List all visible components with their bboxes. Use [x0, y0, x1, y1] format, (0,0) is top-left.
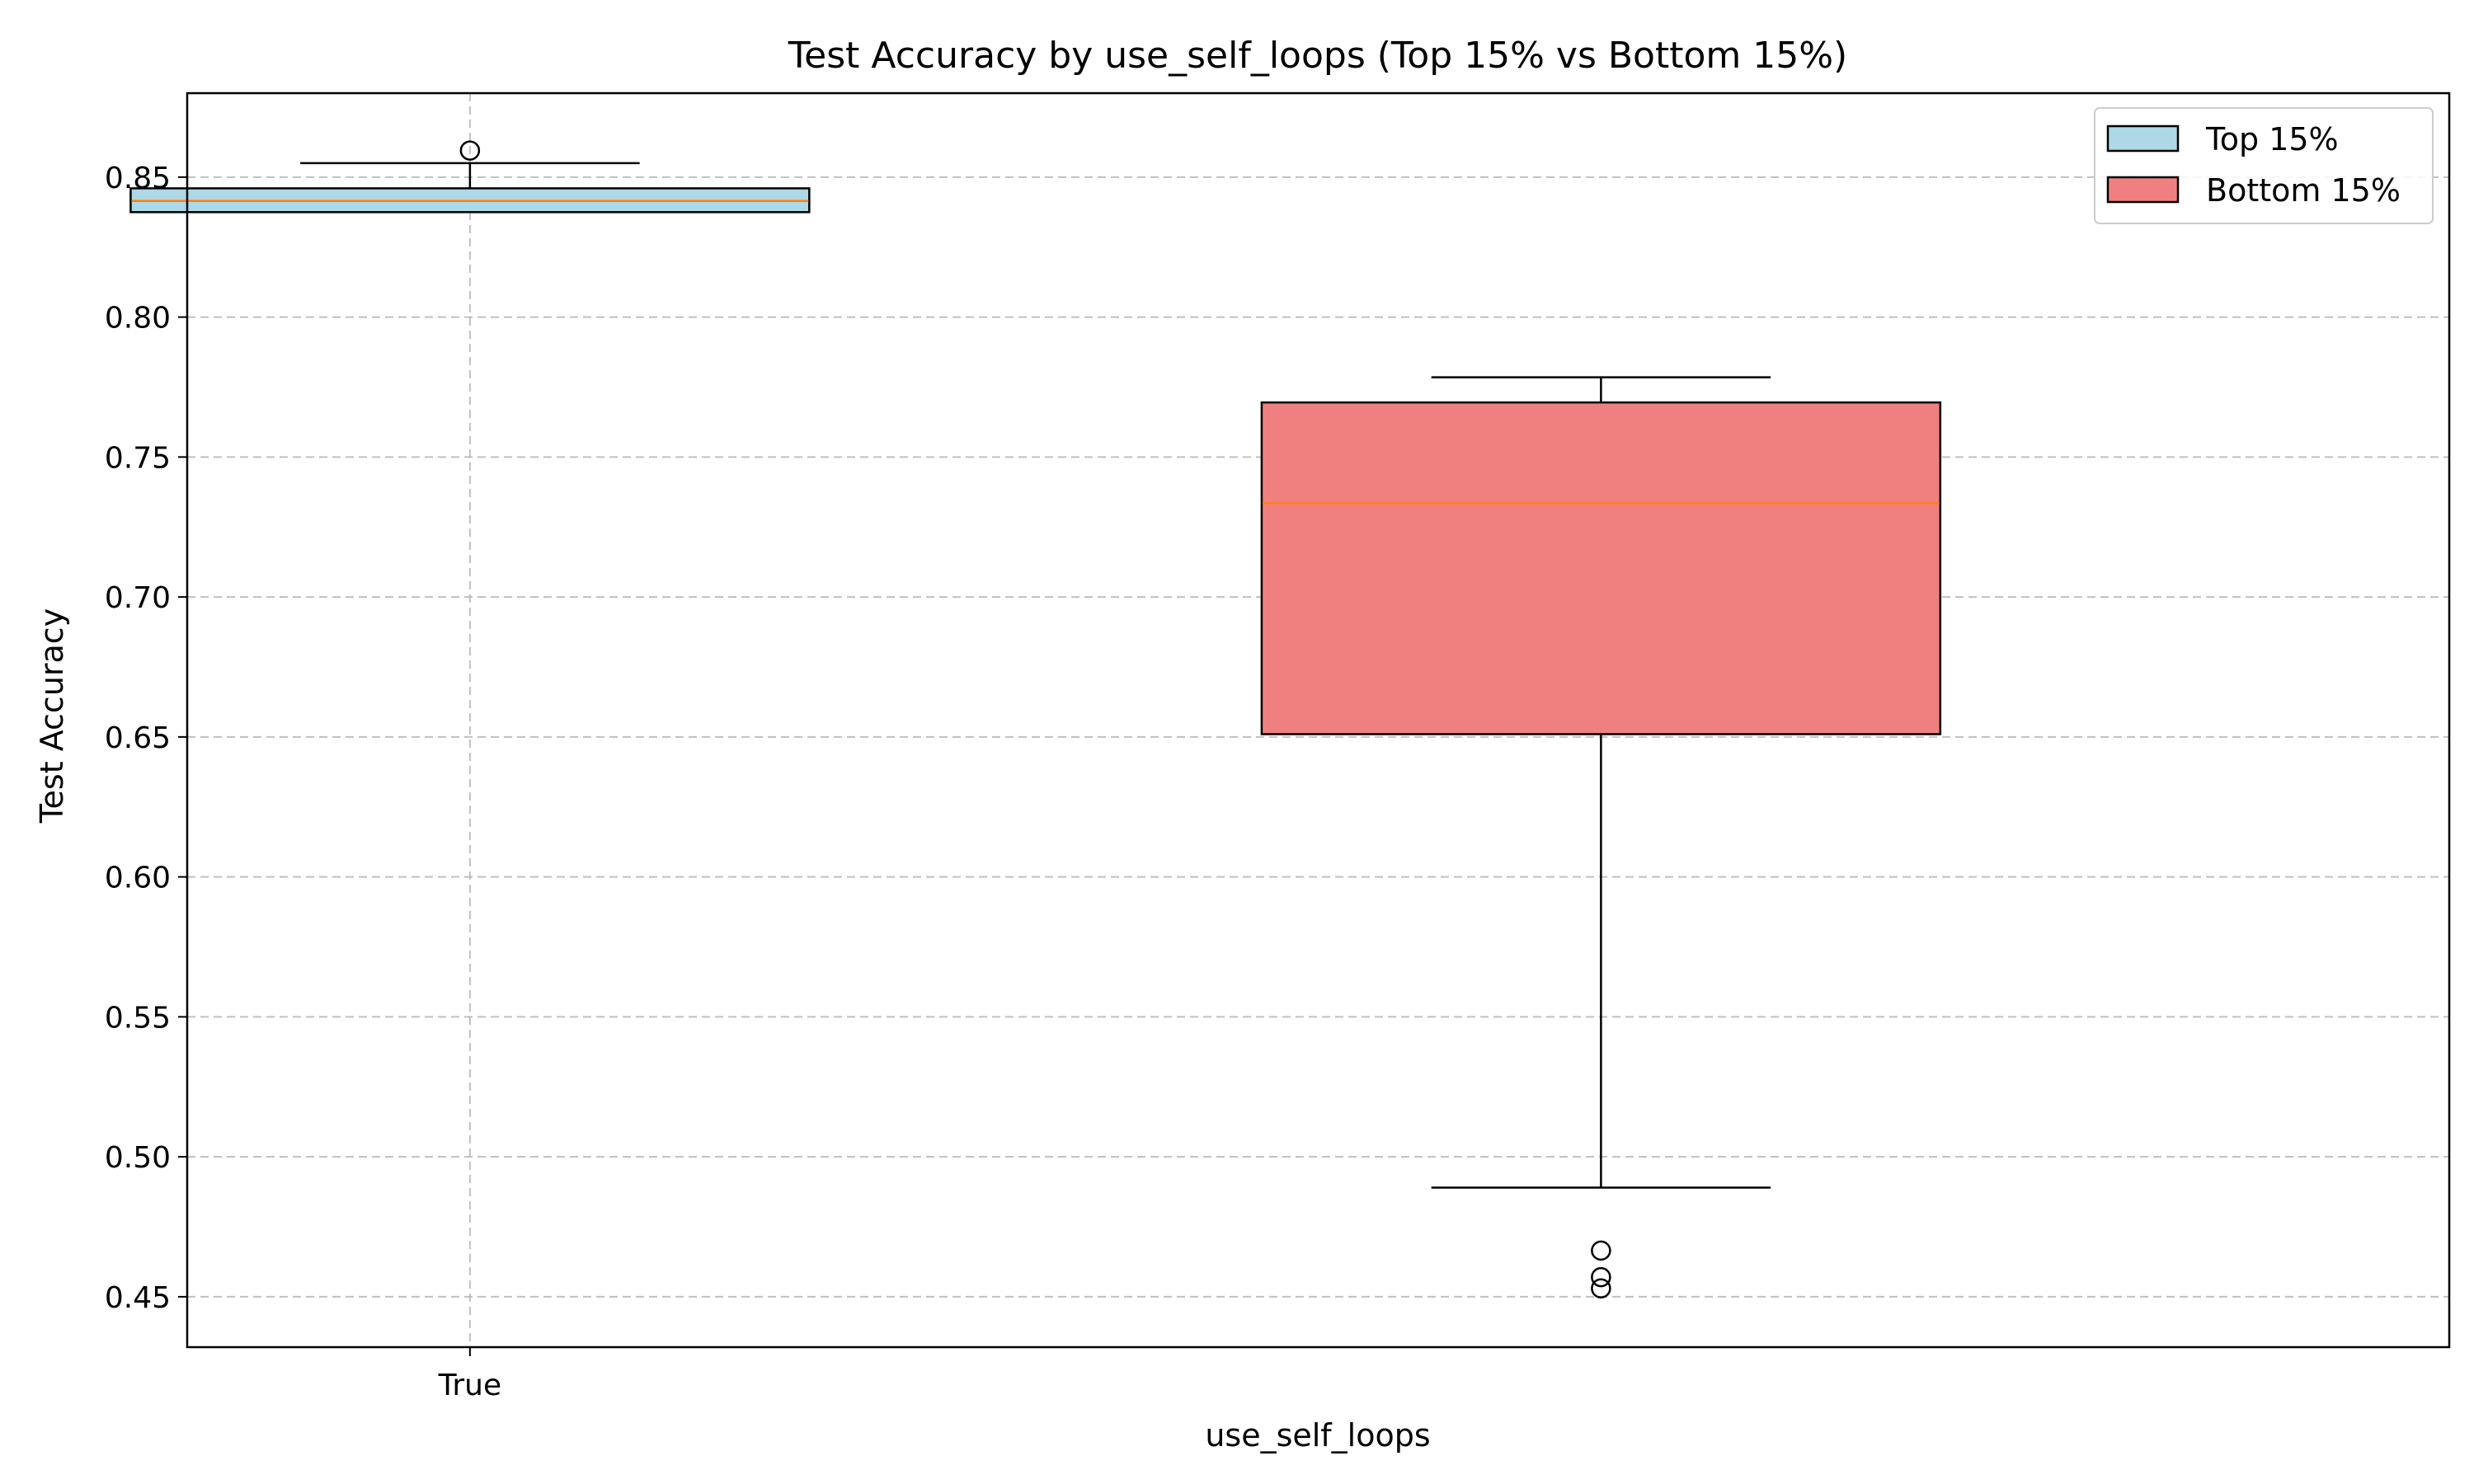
- y-axis-label: Test Accuracy: [34, 608, 70, 824]
- axis-layer: 0.45 0.50 0.55 0.60 0.65 0.70 0.75 0.80 0.85 True: [105, 92, 2451, 1402]
- legend-swatch-bottom[interactable]: [2106, 176, 2180, 204]
- y-tick-label: 0.80: [105, 302, 171, 336]
- chart-title: Test Accuracy by use_self_loops (Top 15%…: [788, 35, 1847, 77]
- legend-label-top: Top 15%: [2205, 121, 2339, 157]
- x-tick-label: True: [438, 1369, 501, 1402]
- box-top-15: [129, 140, 811, 214]
- legend-swatch-top[interactable]: [2106, 124, 2180, 153]
- y-tick-label: 0.60: [105, 862, 171, 895]
- box-layer: [129, 140, 1942, 1298]
- legend-label-bottom: Bottom 15%: [2206, 172, 2401, 209]
- outlier-point[interactable]: [1591, 1278, 1611, 1298]
- outlier-point[interactable]: [1591, 1266, 1611, 1288]
- y-tick-label: 0.70: [105, 581, 171, 615]
- plot-frame: [186, 92, 2451, 1349]
- legend: Top 15% Bottom 15%: [2094, 107, 2434, 224]
- y-tick-label: 0.55: [105, 1001, 171, 1035]
- y-tick-label: 0.50: [105, 1141, 171, 1175]
- outlier-point[interactable]: [1591, 1240, 1611, 1261]
- outlier-point[interactable]: [459, 140, 481, 161]
- grid-layer: [187, 93, 2449, 1347]
- x-axis-label: use_self_loops: [1205, 1417, 1430, 1453]
- box-iqr[interactable]: [1260, 401, 1942, 735]
- y-tick-label: 0.45: [105, 1281, 171, 1315]
- legend-frame: [2094, 107, 2434, 224]
- box-bottom-15: [1260, 376, 1942, 1298]
- y-tick-label: 0.65: [105, 721, 171, 755]
- y-tick-label: 0.85: [105, 162, 171, 195]
- y-tick-label: 0.75: [105, 441, 171, 475]
